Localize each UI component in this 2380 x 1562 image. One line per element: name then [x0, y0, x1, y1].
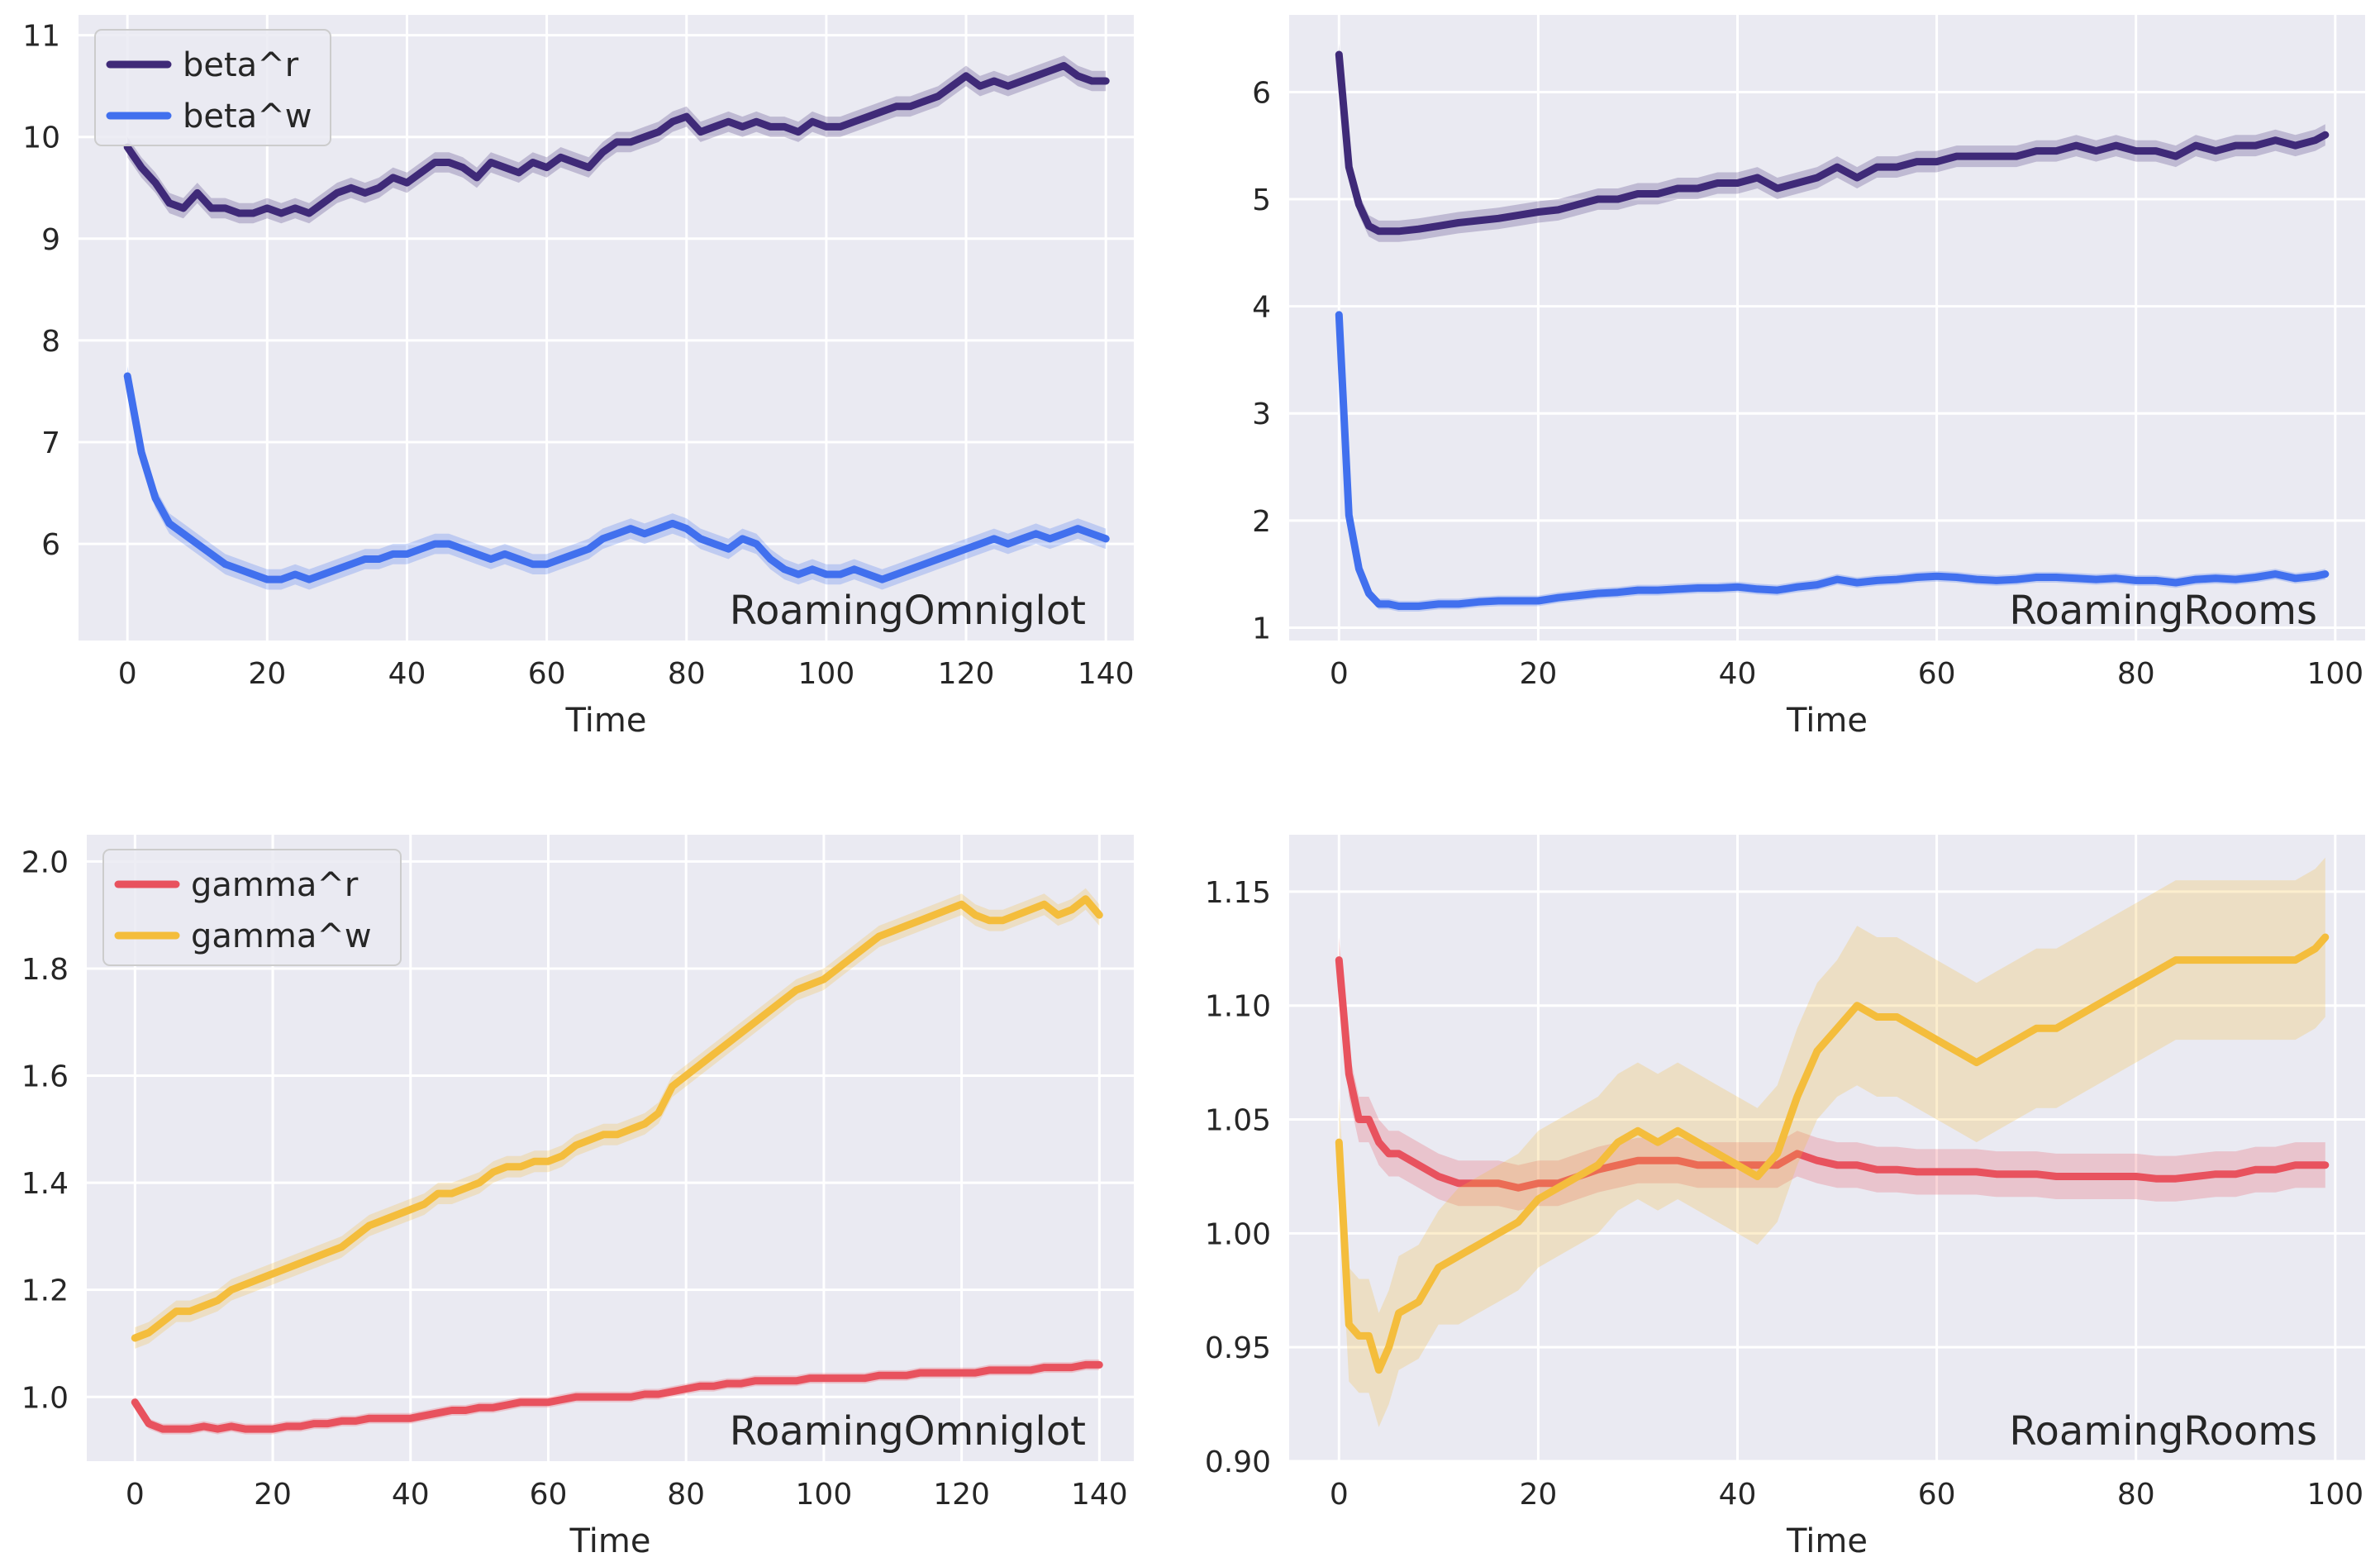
x-tick-label: 80: [667, 1478, 705, 1512]
plot-area: [1289, 15, 2365, 641]
x-tick-label: 60: [1918, 657, 1956, 691]
series-band-0: [1339, 44, 2325, 242]
series-line-1: [131, 895, 1103, 1342]
legend: beta^r beta^w: [94, 29, 331, 146]
panel-title: RoamingRooms: [2009, 1408, 2317, 1455]
x-tick-label: 20: [248, 657, 286, 691]
x-tick-label: 40: [392, 1478, 430, 1512]
y-tick-label: 9: [41, 223, 60, 257]
y-tick-label: 6: [1252, 76, 1271, 110]
x-axis-label: Time: [565, 702, 647, 740]
series-band-0: [1339, 937, 2325, 1211]
y-tick-label: 2: [1252, 505, 1271, 539]
x-tick-label: 80: [2117, 657, 2155, 691]
x-tick-label: 100: [798, 657, 855, 691]
series-band-1: [1339, 857, 2325, 1427]
y-tick-label: 7: [41, 426, 60, 460]
series-line-1: [1335, 933, 2330, 1374]
x-tick-label: 60: [528, 657, 566, 691]
series-line-0: [1335, 956, 2330, 1192]
x-axis-label: Time: [1786, 1522, 1868, 1560]
x-tick-label: 20: [1519, 657, 1557, 691]
y-tick-label: 2.0: [21, 845, 69, 879]
y-tick-label: 0.90: [1205, 1445, 1271, 1479]
y-tick-label: 1.4: [21, 1167, 69, 1201]
y-tick-label: 1.05: [1205, 1104, 1271, 1138]
x-tick-label: 120: [938, 657, 995, 691]
panel-title: RoamingRooms: [2009, 588, 2317, 634]
panel-title: RoamingOmniglot: [730, 1408, 1086, 1455]
y-tick-label: 1.15: [1205, 876, 1271, 910]
y-tick-label: 1.0: [21, 1381, 69, 1415]
x-tick-label: 100: [796, 1478, 853, 1512]
y-tick-label: 4: [1252, 291, 1271, 325]
x-tick-label: 20: [254, 1478, 292, 1512]
x-tick-label: 60: [1918, 1478, 1956, 1512]
legend: gamma^r gamma^w: [102, 849, 402, 966]
y-tick-label: 1: [1252, 612, 1271, 645]
x-axis-label: Time: [569, 1522, 651, 1560]
legend-label-0: beta^r: [183, 46, 299, 84]
y-tick-label: 1.10: [1205, 990, 1271, 1024]
panel-bottom-right: 0 20 40 60 80 100 0.90 0.95 1.00 1.05 1.10 1.15 Roam…: [1205, 835, 2365, 1560]
series-line-0: [1335, 50, 2330, 236]
y-tick-label: 1.6: [21, 1060, 69, 1094]
series-line-1: [1335, 311, 2330, 610]
y-tick-label: 1.00: [1205, 1217, 1271, 1251]
series-band-1: [135, 888, 1100, 1349]
y-tick-label: 11: [22, 20, 60, 54]
x-tick-label: 140: [1071, 1478, 1128, 1512]
y-tick-label: 1.8: [21, 953, 69, 987]
x-tick-label: 0: [126, 1478, 145, 1512]
x-tick-label: 100: [2306, 1478, 2363, 1512]
x-tick-label: 0: [118, 657, 137, 691]
x-tick-label: 80: [2117, 1478, 2155, 1512]
x-tick-label: 0: [1330, 657, 1349, 691]
legend-label-1: beta^w: [183, 98, 312, 136]
x-tick-label: 0: [1330, 1478, 1349, 1512]
x-tick-label: 120: [933, 1478, 990, 1512]
y-tick-label: 1.2: [21, 1274, 69, 1308]
legend-label-1: gamma^w: [191, 917, 372, 955]
y-tick-label: 5: [1252, 183, 1271, 217]
plot-area: [1289, 835, 2365, 1461]
legend-label-0: gamma^r: [191, 866, 359, 904]
y-tick-label: 3: [1252, 398, 1271, 431]
x-tick-label: 60: [530, 1478, 568, 1512]
x-tick-label: 40: [388, 657, 426, 691]
x-tick-label: 100: [2306, 657, 2363, 691]
panel-top-left: 0 20 40 60 80 100 120 140 6 7 8 9 10 11 RoamingOmniglo…: [22, 15, 1135, 740]
panel-title: RoamingOmniglot: [730, 588, 1086, 634]
y-tick-label: 6: [41, 528, 60, 562]
series-line-0: [131, 1360, 1103, 1433]
x-tick-label: 80: [668, 657, 706, 691]
panel-top-right: 0 20 40 60 80 100 1 2 3 4 5 6 RoamingRooms Time: [1252, 15, 2365, 740]
y-tick-label: 0.95: [1205, 1331, 1271, 1365]
x-tick-label: 20: [1519, 1478, 1557, 1512]
series-line-0: [123, 62, 1110, 217]
series-line-1: [123, 372, 1110, 583]
x-tick-label: 140: [1078, 657, 1135, 691]
y-tick-label: 10: [22, 121, 60, 155]
y-tick-label: 8: [41, 325, 60, 359]
panel-bottom-left: 0 20 40 60 80 100 120 140 1.0 1.2 1.4 1.6 1.8 2.0 Roam…: [21, 835, 1134, 1560]
x-tick-label: 40: [1719, 657, 1757, 691]
x-axis-label: Time: [1786, 702, 1868, 740]
x-tick-label: 40: [1719, 1478, 1757, 1512]
